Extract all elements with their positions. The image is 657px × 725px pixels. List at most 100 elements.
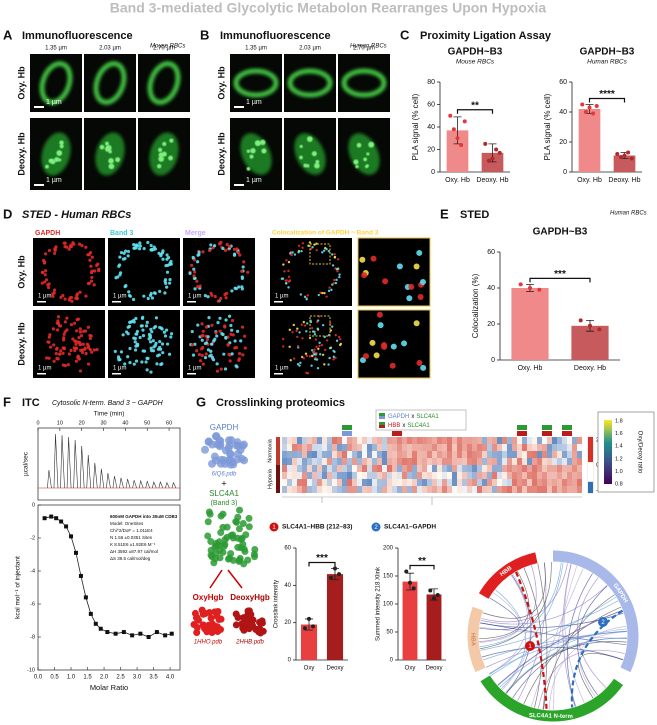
signal-dot [74,342,78,346]
legend-label: GAPDH x SLC4A1 [388,414,439,420]
row-group [276,465,280,493]
heatmap-cell [562,486,567,493]
cell-signal [93,61,127,105]
heatmap-cell [437,472,442,479]
signal-dot [313,348,316,351]
cell-spot [50,158,56,165]
signal-dot [126,332,130,336]
heatmap-cell [572,451,577,458]
signal-dot [92,283,96,287]
signal-dot [44,269,48,273]
row-label: Deoxy. Hb [216,132,226,176]
cell-spot [363,157,368,162]
signal-dot [219,296,223,301]
signal-dot [148,334,152,338]
x-tick-label: 3.0 [133,675,142,681]
heatmap-cell [487,465,492,472]
heatmap-cell [337,479,342,486]
signal-dot [288,328,292,332]
heatmap-cell [532,444,537,451]
heatmap-cell [342,451,347,458]
signal-dot [69,243,73,247]
signal-dot [55,321,59,325]
signal-dot [313,358,317,361]
heatmap-cell [382,437,387,444]
signal-dot [126,325,130,329]
significance-bracket [409,564,435,570]
signal-dot [209,349,213,353]
panel-letter: A [3,27,13,42]
signal-dot [201,362,205,366]
depth-label: 2.70 µm [353,46,375,52]
heatmap-cell [312,451,317,458]
heatmap-cell [302,465,307,472]
heatmap-cell [307,458,312,465]
heatmap-cell [357,444,362,451]
signal-dot [44,278,49,282]
cell-spot [261,148,267,154]
signal-dot [334,356,337,360]
signal-dot [119,350,124,354]
signal-dot [306,322,309,325]
signal-dot [145,356,149,360]
signal-dot [87,252,91,257]
heatmap-cell [567,451,572,458]
scale-bar [112,301,121,303]
signal-dot [209,243,213,247]
channel-label: Merge [185,230,206,237]
signal-dot [71,337,75,341]
heatmap-cell [282,437,287,444]
structure-label: GAPDH [210,423,239,432]
y-tick-label: -10 [27,667,35,673]
y-tick-label: 200 [383,546,394,552]
heatmap-cell [562,465,567,472]
heatmap-cell [322,444,327,451]
heatmap-cell [497,486,502,493]
signal-dot [78,343,82,347]
signal-dot [312,350,316,354]
injection-peak [53,433,59,489]
protein-blob [205,608,213,616]
heatmap-cell [542,479,547,486]
significance-label: ** [471,100,479,111]
signal-dot [54,352,58,356]
injection-peak [171,481,177,489]
signal-dot [192,267,196,271]
panel-letter: E [440,206,449,221]
signal-dot [142,246,146,251]
data-point [459,143,464,147]
protein-blob [212,549,220,557]
heatmap-cell [572,479,577,486]
scale-label: 1 µm [38,366,51,372]
y-tick-label: 80 [427,79,435,86]
heatmap-cell [522,444,527,451]
signal-dot [55,346,59,350]
heatmap-cell [527,486,532,493]
signal-dot [215,334,219,338]
signal-dot [51,327,56,331]
protein-blob [225,554,233,562]
heatmap-cell [532,472,537,479]
signal-dot [334,333,337,337]
heatmap-cell [517,479,522,486]
chart-title: GAPDH~B3 [580,47,635,58]
legend-swatch [379,416,385,419]
signal-dot [419,279,426,286]
data-point [169,631,174,636]
signal-dot [126,254,130,258]
signal-dot [289,251,292,255]
signal-dot [335,278,338,282]
data-point [587,105,592,110]
heatmap-cell [472,486,477,493]
heatmap-cell [382,479,387,486]
protein-blob [219,510,227,518]
signal-dot [310,326,314,330]
signal-dot [151,339,155,343]
y-tick-label: 60 [559,79,567,86]
protein-blob [221,536,229,544]
signal-dot [336,258,340,261]
signal-dot [159,362,163,367]
heatmap-cell [432,444,437,451]
injection-peak [86,454,92,489]
signal-dot [43,273,47,277]
